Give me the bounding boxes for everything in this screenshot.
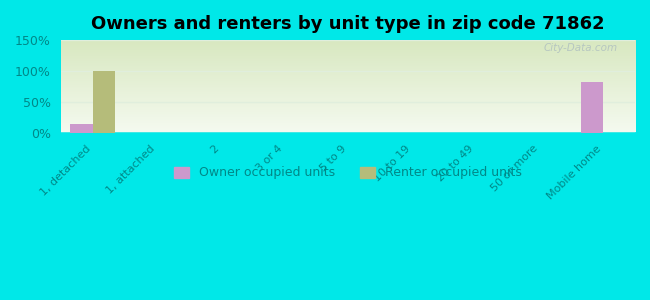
Bar	[580, 82, 603, 133]
Legend: Owner occupied units, Renter occupied units: Owner occupied units, Renter occupied un…	[169, 161, 526, 184]
Bar	[580, 82, 603, 133]
Bar	[70, 124, 92, 133]
Bar	[92, 71, 115, 133]
Title: Owners and renters by unit type in zip code 71862: Owners and renters by unit type in zip c…	[91, 15, 604, 33]
Bar	[70, 124, 92, 133]
Bar	[92, 71, 115, 133]
Text: City-Data.com: City-Data.com	[543, 43, 618, 53]
